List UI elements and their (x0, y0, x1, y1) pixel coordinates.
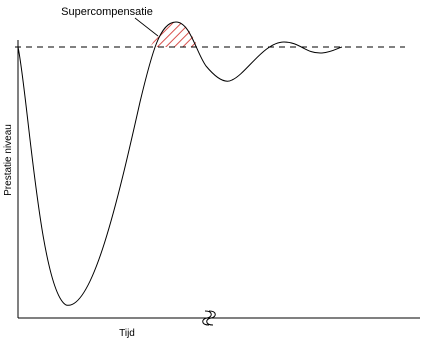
annotation-pointer (134, 17, 159, 37)
x-axis-label: Tijd (119, 328, 135, 339)
y-axis-label: Prestatie niveau (3, 124, 14, 196)
annotation-label: Supercompensatie (61, 6, 153, 18)
performance-curve (17, 21, 343, 306)
axis-break-icon (202, 310, 216, 326)
